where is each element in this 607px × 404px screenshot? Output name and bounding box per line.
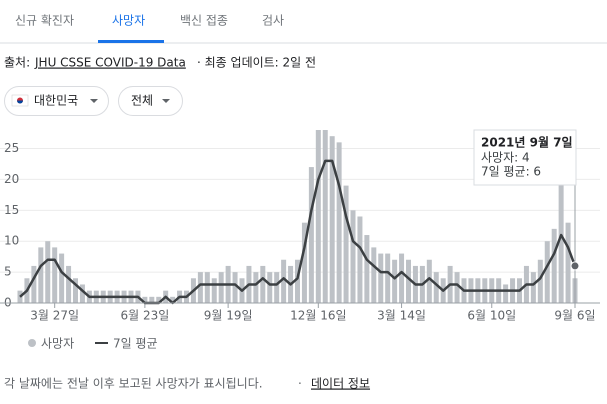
hover-point: [570, 261, 580, 271]
y-tick-label: 15: [4, 203, 19, 217]
bar: [79, 284, 85, 303]
active-tab-indicator: [98, 40, 164, 43]
bar: [537, 259, 543, 303]
tab[interactable]: 검사: [262, 14, 284, 28]
bar: [454, 272, 460, 303]
range-label[interactable]: 전체: [131, 94, 153, 108]
bar: [170, 296, 176, 303]
bar: [73, 278, 78, 303]
y-tick-label: 20: [4, 172, 19, 186]
footer-link[interactable]: 데이터 정보: [311, 377, 370, 391]
y-tick-label: 5: [4, 265, 12, 279]
bar: [343, 185, 349, 303]
bar: [433, 272, 439, 303]
tooltip-line: 사망자: 4: [481, 151, 530, 165]
bar: [378, 253, 384, 303]
legend-swatch: [28, 339, 36, 347]
bar: [503, 284, 509, 303]
bar: [38, 247, 44, 303]
bar: [274, 272, 280, 303]
x-tick-label: 6월 23일: [120, 309, 169, 323]
bar: [52, 247, 58, 303]
bar: [31, 265, 37, 303]
bar: [350, 210, 356, 303]
legend-label: 사망자: [41, 337, 74, 351]
bar: [281, 259, 287, 303]
x-tick-label: 9월 6일: [554, 309, 595, 323]
bar: [197, 272, 203, 303]
bar: [544, 241, 550, 303]
bar: [558, 179, 564, 303]
source-suffix: · 최종 업데이트: 2일 전: [197, 56, 316, 70]
dropdown-arrow: [90, 99, 98, 103]
bar: [392, 259, 398, 303]
bar: [406, 259, 411, 303]
bar: [385, 253, 391, 303]
tooltip-title: 2021년 9월 7일: [481, 135, 573, 150]
bar: [329, 136, 335, 303]
bar: [232, 272, 238, 303]
bar: [156, 296, 162, 303]
footer-note: 각 날짜에는 전날 이후 보고된 사망자가 표시됩니다.: [4, 377, 263, 391]
bar: [45, 241, 51, 303]
y-tick-label: 25: [4, 141, 19, 155]
bar: [426, 259, 432, 303]
bar: [218, 272, 224, 303]
country-label[interactable]: 대한민국: [34, 94, 78, 108]
tab[interactable]: 백신 접종: [180, 14, 228, 28]
dropdown-arrow: [162, 99, 170, 103]
source-link[interactable]: JHU CSSE COVID-19 Data: [34, 56, 186, 70]
bar: [357, 216, 363, 303]
bar: [301, 222, 307, 303]
x-tick-label: 3월 27일: [30, 309, 79, 323]
flag-icon: [17, 100, 23, 104]
legend-label: 7일 평균: [113, 337, 158, 351]
bar: [295, 259, 300, 303]
footer-separator: ·: [298, 377, 302, 391]
bar: [142, 296, 148, 303]
bar: [336, 142, 342, 303]
country-button[interactable]: [4, 86, 109, 116]
bar: [204, 272, 210, 303]
tab[interactable]: 사망자: [112, 14, 145, 28]
x-tick-label: 6월 10일: [467, 309, 516, 323]
line: [19, 159, 577, 305]
y-tick-label: 10: [4, 234, 19, 248]
bar: [308, 167, 314, 303]
bar: [399, 253, 405, 303]
x-tick-label: 3월 14일: [377, 309, 426, 323]
tab[interactable]: 신규 확진자: [15, 14, 74, 28]
x-tick-label: 12월 16일: [290, 309, 346, 323]
bar: [315, 130, 321, 303]
bar: [211, 278, 217, 303]
bar: [260, 265, 266, 303]
tooltip: [473, 129, 577, 186]
bar: [530, 272, 536, 303]
bar: [371, 247, 377, 303]
bar: [149, 296, 155, 303]
bar: [551, 228, 557, 303]
bar: [59, 253, 65, 303]
bar: [253, 272, 259, 303]
x-tick-label: 9월 19일: [204, 309, 253, 323]
source-prefix: 출처:: [4, 56, 30, 70]
bar: [322, 130, 328, 303]
tooltip-line: 7일 평균: 6: [481, 165, 541, 179]
bar: [267, 272, 273, 303]
bar: [66, 265, 72, 303]
range-button[interactable]: [118, 86, 183, 116]
bar: [565, 222, 571, 303]
bar: [364, 235, 370, 303]
